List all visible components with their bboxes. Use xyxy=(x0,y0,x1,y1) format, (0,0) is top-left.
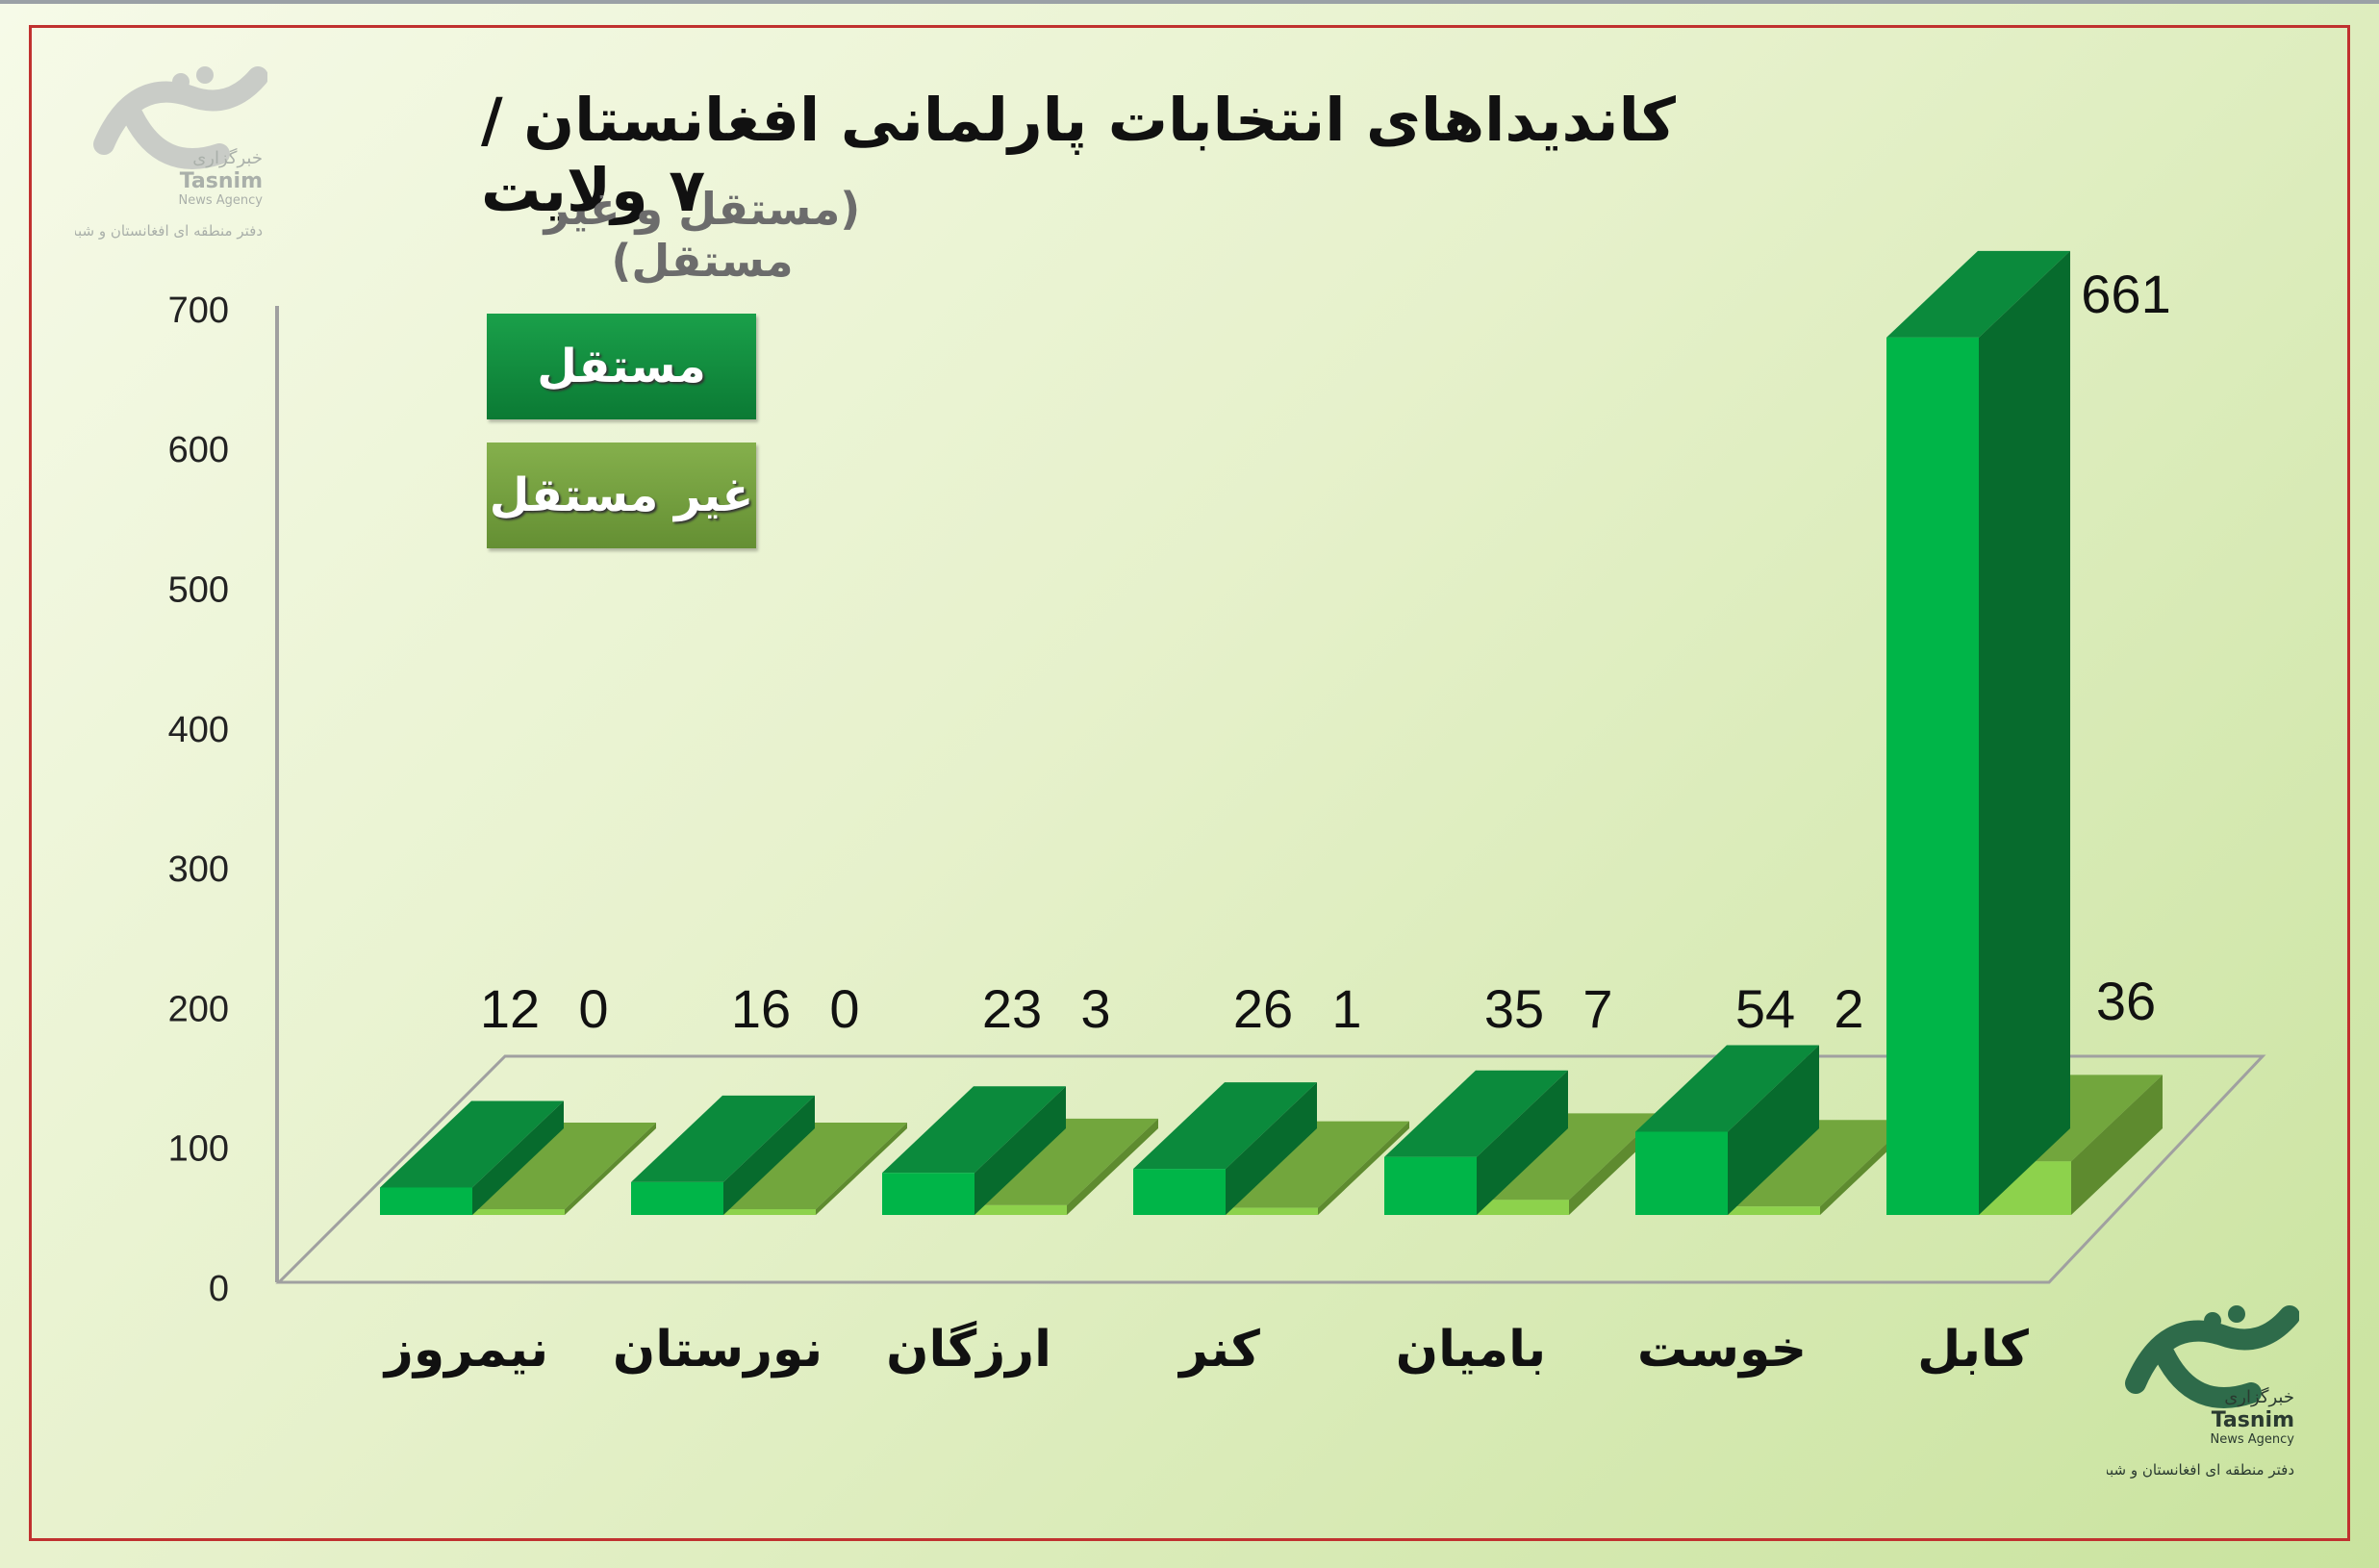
value-label-independent: 54 xyxy=(1735,978,1795,1039)
logo-tagline: News Agency xyxy=(179,193,264,208)
tasnim-logo-bottom: خبرگزاری Tasnim News Agency دفتر منطقه ا… xyxy=(2071,1297,2300,1493)
value-label-independent: 661 xyxy=(2081,264,2170,324)
bar-dependent-top xyxy=(1226,1121,1409,1208)
legend-dependent: غیر مستقل xyxy=(487,443,756,548)
y-tick-label: 600 xyxy=(168,430,229,470)
bar-independent-top xyxy=(1886,250,2070,338)
value-label-dependent: 1 xyxy=(1331,978,1361,1039)
chart-title: کاندیداهای انتخابات پارلمانی افغانستان /… xyxy=(481,85,1676,225)
category-label: ارزگان xyxy=(886,1320,1051,1378)
value-label-dependent: 2 xyxy=(1834,978,1863,1039)
logo-tagline-bottom: News Agency xyxy=(2211,1432,2295,1447)
value-label-independent: 35 xyxy=(1484,978,1544,1039)
bar-dependent xyxy=(723,1209,816,1215)
y-tick-label: 400 xyxy=(168,710,229,750)
value-label-independent: 26 xyxy=(1233,978,1293,1039)
bar-dependent-side xyxy=(565,1123,656,1215)
chart-floor xyxy=(275,1054,2266,1284)
y-tick-label: 700 xyxy=(168,291,229,331)
bar-independent-top xyxy=(631,1095,815,1182)
bar-independent-side xyxy=(1477,1070,1568,1215)
value-label-independent: 16 xyxy=(731,978,791,1039)
bar-dependent-side xyxy=(1067,1118,1158,1215)
bar-dependent xyxy=(1477,1200,1569,1215)
bar-dependent-top xyxy=(1728,1120,1911,1207)
bar-dependent xyxy=(974,1204,1067,1215)
bar-independent-side xyxy=(1728,1045,1819,1215)
chart-labels: نیمروز 12 0 نورستان 16 0 ارزگان 23 3 کنر 26 1 بامیان… xyxy=(382,264,2171,1378)
bar-dependent xyxy=(1728,1206,1820,1215)
bar-independent-side xyxy=(1226,1082,1317,1215)
y-tick-label: 100 xyxy=(168,1129,229,1170)
top-rule xyxy=(0,0,2379,4)
category-label: نورستان xyxy=(613,1321,823,1378)
logo-name-fa-bottom: خبرگزاری xyxy=(2224,1386,2294,1407)
y-tick-label: 300 xyxy=(168,849,229,890)
bar-dependent-top xyxy=(1477,1113,1660,1201)
value-label-dependent: 0 xyxy=(578,978,608,1039)
logo-name-en: Tasnim xyxy=(180,169,263,193)
category-label: کنر xyxy=(1177,1321,1261,1378)
y-tick-label: 200 xyxy=(168,989,229,1029)
bar-independent xyxy=(631,1181,723,1215)
bar-independent xyxy=(1886,337,1979,1215)
bar-dependent-side xyxy=(816,1123,907,1215)
bar-independent-side xyxy=(472,1100,564,1215)
bar-independent xyxy=(380,1187,472,1215)
bar-independent-side xyxy=(974,1086,1066,1215)
bar-independent-top xyxy=(1133,1082,1317,1170)
tasnim-logo-top: خبرگزاری Tasnim News Agency دفتر منطقه ا… xyxy=(39,58,268,254)
logo-office: دفتر منطقه ای افغانستان و شبه قاره xyxy=(75,222,263,240)
value-label-dependent: 36 xyxy=(2096,971,2156,1031)
bar-independent xyxy=(1384,1156,1477,1215)
value-label-dependent: 7 xyxy=(1582,978,1612,1039)
bar-independent-top xyxy=(1384,1070,1568,1157)
category-label: بامیان xyxy=(1396,1321,1546,1378)
value-label-independent: 12 xyxy=(480,978,540,1039)
category-label: نیمروز xyxy=(382,1321,548,1378)
category-label: کابل xyxy=(1917,1321,2029,1378)
bar-dependent xyxy=(1226,1207,1318,1215)
bar-dependent-top xyxy=(472,1123,656,1209)
chart-frame xyxy=(29,25,2350,1541)
chart-subtitle: (مستقل و غیر مستقل) xyxy=(544,183,861,287)
legend-dependent-label: غیر مستقل xyxy=(489,468,754,522)
bar-dependent-side xyxy=(1318,1121,1409,1215)
bar-independent-side xyxy=(1979,250,2070,1215)
bar-dependent-top xyxy=(974,1118,1158,1205)
bar-independent-top xyxy=(882,1086,1066,1174)
y-tick-label: 0 xyxy=(209,1269,229,1309)
bar-independent-side xyxy=(723,1095,815,1215)
bar-independent xyxy=(1133,1169,1226,1215)
bar-dependent xyxy=(472,1209,565,1215)
value-label-dependent: 3 xyxy=(1080,978,1110,1039)
logo-name-fa: خبرگزاری xyxy=(192,147,263,168)
y-tick-label: 500 xyxy=(168,570,229,611)
legend-independent-label: مستقل xyxy=(537,340,706,393)
value-label-dependent: 0 xyxy=(829,978,859,1039)
logo-name-en-bottom: Tasnim xyxy=(2212,1408,2294,1432)
chart-bars xyxy=(380,250,2163,1215)
bar-independent-top xyxy=(1635,1045,1819,1132)
bar-independent xyxy=(1635,1131,1728,1215)
bar-dependent-side xyxy=(2071,1075,2163,1215)
category-label: خوست xyxy=(1637,1321,1807,1378)
bar-independent-top xyxy=(380,1100,564,1188)
bar-independent xyxy=(882,1173,974,1215)
legend-independent: مستقل xyxy=(487,314,756,419)
value-label-independent: 23 xyxy=(982,978,1042,1039)
logo-office-bottom: دفتر منطقه ای افغانستان و شبه قاره xyxy=(2107,1461,2294,1479)
bar-dependent-top xyxy=(723,1123,907,1209)
